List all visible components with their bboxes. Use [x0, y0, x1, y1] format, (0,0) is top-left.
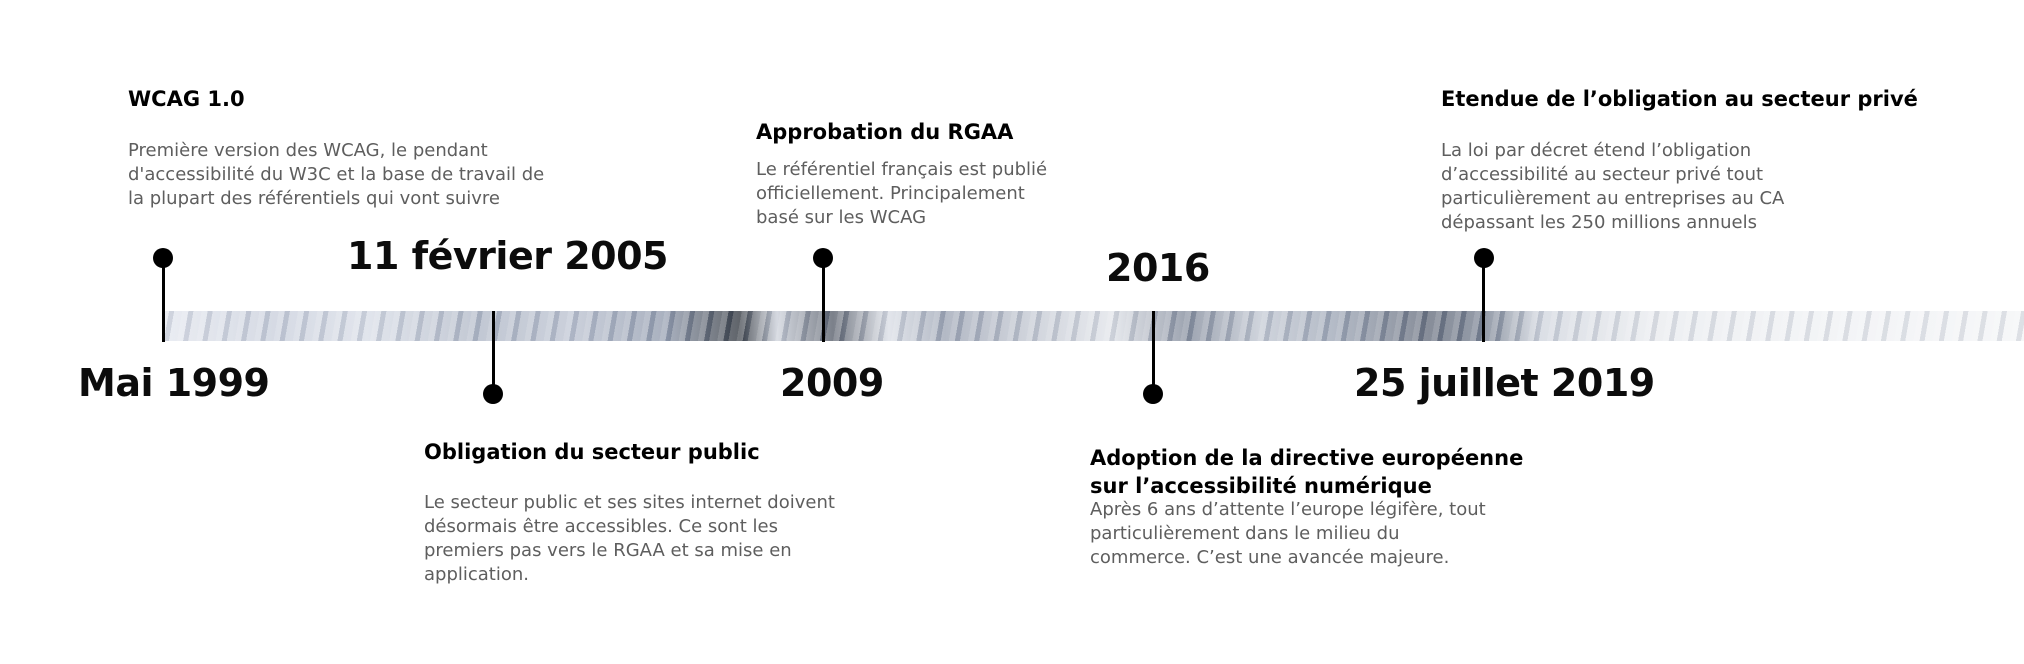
- title-line: sur l’accessibilité numérique: [1090, 474, 1432, 498]
- description-line: La loi par décret étend l’obligation: [1441, 140, 1752, 161]
- title-line: Adoption de la directive européenne: [1090, 446, 1524, 470]
- event-description: Après 6 ans d’attente l’europe légifère,…: [1090, 498, 1486, 570]
- timeline-connector: [492, 311, 495, 389]
- timeline-connector: [1482, 257, 1485, 342]
- description-line: Le secteur public et ses sites internet …: [424, 492, 835, 513]
- description-line: application.: [424, 564, 530, 585]
- description-line: d'accessibilité du W3C et la base de tra…: [128, 164, 545, 185]
- description-line: Première version des WCAG, le pendant: [128, 140, 488, 161]
- event-title: Adoption de la directive européenne sur …: [1090, 444, 1523, 500]
- description-line: désormais être accessibles. Ce sont les: [424, 516, 778, 537]
- description-line: dépassant les 250 millions annuels: [1441, 212, 1757, 233]
- event-title: Etendue de l’obligation au secteur privé: [1441, 87, 1918, 111]
- timeline-band: [163, 311, 2024, 341]
- description-line: commerce. C’est une avancée majeure.: [1090, 547, 1450, 568]
- event-description: Première version des WCAG, le pendant d'…: [128, 139, 544, 211]
- event-date: 2009: [780, 361, 884, 405]
- description-line: la plupart des référentiels qui vont sui…: [128, 188, 500, 209]
- timeline-marker: [813, 248, 833, 268]
- description-line: particulièrement au entreprises au CA: [1441, 188, 1785, 209]
- timeline-marker: [153, 248, 173, 268]
- timeline-connector: [1152, 311, 1155, 389]
- timeline-connector: [162, 257, 165, 342]
- event-title: WCAG 1.0: [128, 87, 245, 111]
- event-date: Mai 1999: [78, 361, 270, 405]
- event-date: 2016: [1106, 246, 1210, 290]
- description-line: d’accessibilité au secteur privé tout: [1441, 164, 1764, 185]
- timeline-marker: [483, 384, 503, 404]
- event-title: Obligation du secteur public: [424, 440, 760, 464]
- description-line: basé sur les WCAG: [756, 207, 927, 228]
- timeline-connector: [822, 257, 825, 342]
- description-line: Après 6 ans d’attente l’europe légifère,…: [1090, 499, 1486, 520]
- description-line: Le référentiel français est publié: [756, 159, 1048, 180]
- timeline-marker: [1143, 384, 1163, 404]
- timeline-marker: [1474, 248, 1494, 268]
- event-description: Le référentiel français est publié offic…: [756, 158, 1047, 230]
- event-title: Approbation du RGAA: [756, 120, 1014, 144]
- event-description: Le secteur public et ses sites internet …: [424, 491, 835, 587]
- event-date: 11 février 2005: [347, 234, 668, 278]
- description-line: particulièrement dans le milieu du: [1090, 523, 1400, 544]
- description-line: premiers pas vers le RGAA et sa mise en: [424, 540, 792, 561]
- event-description: La loi par décret étend l’obligation d’a…: [1441, 139, 1784, 235]
- event-date: 25 juillet 2019: [1354, 361, 1655, 405]
- description-line: officiellement. Principalement: [756, 183, 1025, 204]
